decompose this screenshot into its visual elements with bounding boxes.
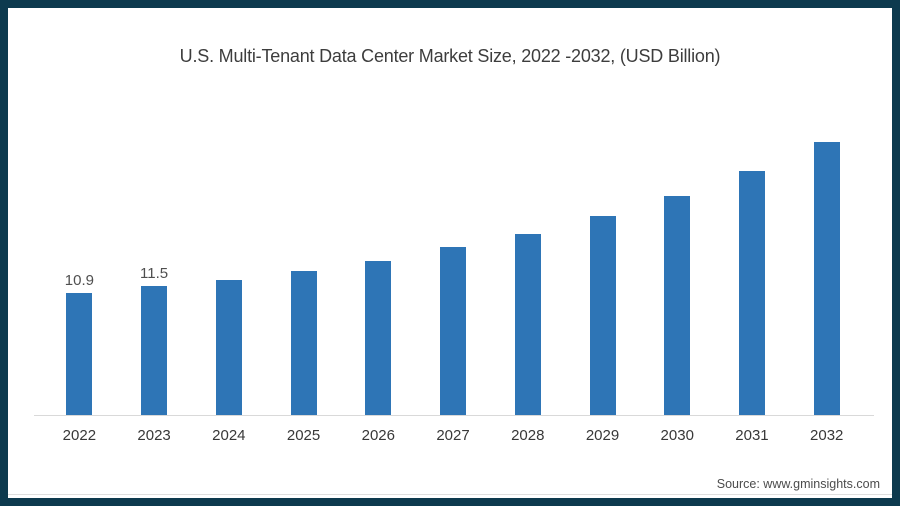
bar-2026 [365,261,392,415]
bar-2025 [290,271,317,415]
bars-row: 10.9 11.5 [42,8,864,415]
x-axis-label: 2027 [436,427,470,444]
bar-column [715,8,790,415]
bar-2031 [738,171,765,415]
x-axis-label: 2031 [735,427,769,444]
chart-title: U.S. Multi-Tenant Data Center Market Siz… [179,46,721,66]
x-axis-label: 2024 [212,427,246,444]
bar-column [490,8,565,415]
x-axis-labels: 2022 2023 2024 2025 2026 2027 2028 2029 2030 2031… [42,427,864,444]
x-axis-label: 2030 [660,427,694,444]
x-axis-label: 2029 [585,427,620,444]
bar-column [341,8,416,415]
bar-2027 [440,247,467,415]
bar-column [266,8,341,415]
source-credit: Source: www.gminsights.com [716,477,880,491]
bar-2022 [66,293,93,415]
x-axis-label: 2025 [286,427,321,444]
bar-column: 11.5 [117,8,192,415]
x-axis-label: 2032 [810,427,844,444]
bar-column: 10.9 [42,8,117,415]
bar-column [789,8,864,415]
bar-2028 [514,234,541,415]
bar-column [640,8,715,415]
bottom-divider [8,494,892,495]
bar-value-label: 11.5 [140,265,169,282]
x-axis-label: 2028 [511,427,545,444]
bar-2032 [813,142,840,415]
bar-2029 [589,216,616,415]
bar-column [191,8,266,415]
bar-column [565,8,640,415]
bar-column [416,8,491,415]
plot-area: 10.9 11.5 [34,8,874,416]
x-axis-label: 2026 [361,427,395,444]
x-axis-label: 2023 [137,427,171,444]
bar-2023 [141,286,168,415]
bar-2030 [664,196,691,415]
bar-value-label: 10.9 [64,272,94,289]
x-axis-label: 2022 [62,427,97,444]
bar-2024 [215,280,242,415]
